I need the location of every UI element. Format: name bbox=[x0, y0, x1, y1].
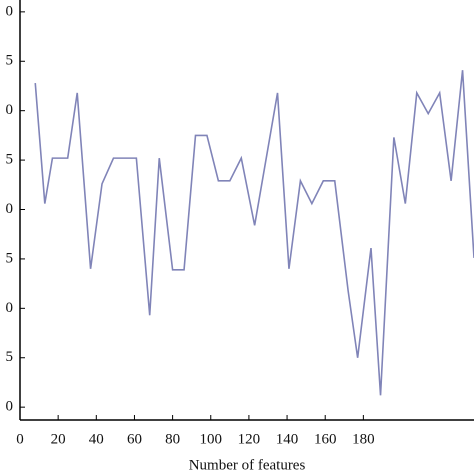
x-tick-label: 40 bbox=[89, 431, 104, 447]
x-tick-label: 0 bbox=[16, 431, 24, 447]
x-tick-label: 80 bbox=[165, 431, 180, 447]
x-tick-label: 100 bbox=[200, 431, 223, 447]
x-axis-label: Number of features bbox=[189, 457, 306, 473]
x-tick-label: 140 bbox=[276, 431, 299, 447]
y-tick-label: 0 bbox=[6, 399, 14, 415]
y-tick-label: 0 bbox=[6, 102, 14, 118]
y-tick-label: 0 bbox=[6, 3, 14, 19]
y-tick-label: 5 bbox=[6, 349, 14, 365]
x-tick-label: 160 bbox=[314, 431, 337, 447]
data-line bbox=[34, 70, 474, 396]
y-tick-label: 5 bbox=[6, 152, 14, 168]
y-tick-label: 5 bbox=[6, 250, 14, 266]
y-tick-label: 0 bbox=[6, 300, 14, 316]
y-tick-label: 5 bbox=[6, 53, 14, 69]
x-tick-label: 60 bbox=[127, 431, 142, 447]
x-tick-label: 20 bbox=[51, 431, 66, 447]
x-tick-label: 180 bbox=[352, 431, 375, 447]
x-tick-label: 120 bbox=[238, 431, 261, 447]
y-tick-label: 0 bbox=[6, 201, 14, 217]
